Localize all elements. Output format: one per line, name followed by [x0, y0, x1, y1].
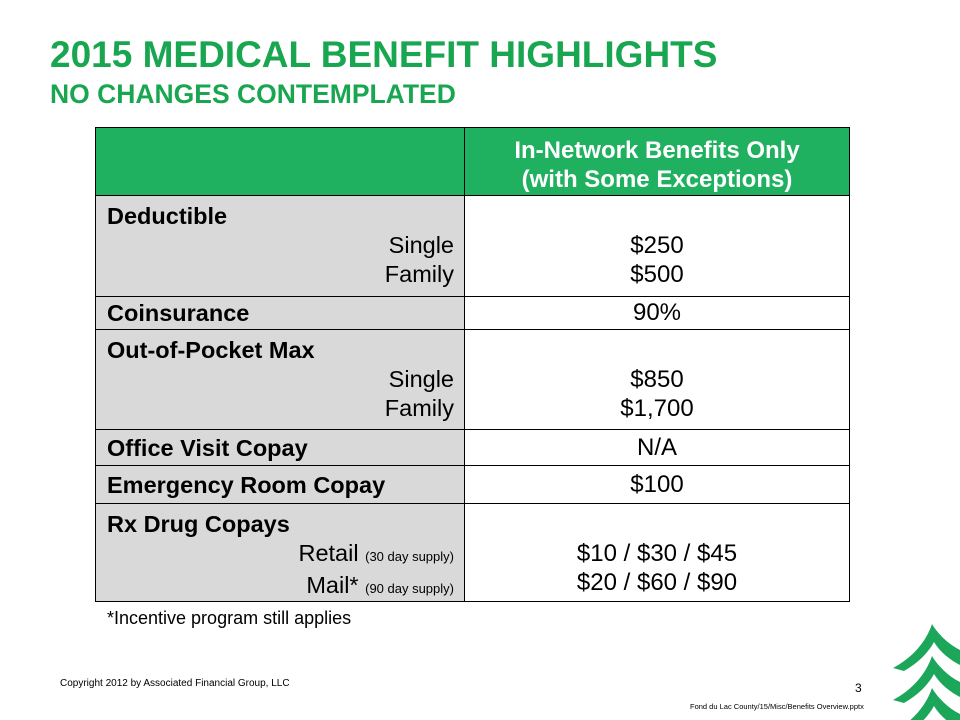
- row-label: Coinsurance: [107, 300, 250, 326]
- subline-label: Mail*: [306, 572, 359, 598]
- subline-label: Family: [384, 395, 454, 421]
- row-label: Rx Drug Copays: [107, 511, 290, 537]
- row-oop-max-label-cell: Out-of-Pocket Max Single Family: [96, 330, 465, 430]
- logo-tier-bottom: [910, 688, 960, 720]
- subline-label: Single: [388, 366, 454, 392]
- subline-retail: Retail (30 day supply): [96, 539, 464, 571]
- logo-tier-middle: [893, 656, 960, 703]
- subline-value: $1,700: [620, 395, 694, 422]
- header-subtitle-line: (with Some Exceptions): [521, 165, 793, 193]
- file-path-text: Fond du Lac County/15/Misc/Benefits Over…: [690, 702, 864, 711]
- slide-title: 2015 MEDICAL BENEFIT HIGHLIGHTS: [50, 34, 718, 75]
- logo-tier-top: [893, 624, 960, 671]
- row-oop-max-value-cell: $850 $1,700: [465, 330, 850, 430]
- row-deductible-label-cell: Deductible Single Family: [96, 196, 465, 297]
- row-deductible-value-cell: $250 $500: [465, 196, 850, 297]
- page-number: 3: [855, 681, 862, 695]
- benefits-table: In-Network Benefits Only (with Some Exce…: [95, 127, 850, 602]
- header-empty-cell: [96, 128, 465, 196]
- subline-value: $10 / $30 / $45: [576, 540, 738, 567]
- row-coinsurance-label-cell: Coinsurance: [96, 297, 465, 330]
- row-value: $100: [630, 470, 684, 498]
- subline-value: $850: [630, 366, 684, 393]
- row-office-visit-label-cell: Office Visit Copay: [96, 430, 465, 466]
- row-office-visit-value-cell: N/A: [465, 430, 850, 466]
- copyright-text: Copyright 2012 by Associated Financial G…: [60, 678, 290, 689]
- row-value: 90%: [632, 299, 682, 326]
- subline-value: $250: [630, 232, 684, 259]
- subline-label: Retail: [298, 540, 359, 566]
- row-emergency-room-value-cell: $100: [465, 466, 850, 504]
- subline-note: (90 day supply): [365, 581, 454, 596]
- slide-subtitle: NO CHANGES CONTEMPLATED: [50, 79, 456, 109]
- row-rx-label-cell: Rx Drug Copays Retail (30 day supply) Ma…: [96, 504, 465, 602]
- header-in-network-cell: In-Network Benefits Only (with Some Exce…: [465, 128, 850, 196]
- spacer: [465, 202, 849, 231]
- footnote: *Incentive program still applies: [107, 608, 352, 628]
- row-coinsurance-value-cell: 90%: [465, 297, 850, 330]
- subline-label: Single: [388, 232, 454, 258]
- row-label: Office Visit Copay: [107, 434, 308, 461]
- subline-value: $20 / $60 / $90: [576, 569, 738, 596]
- subline-label: Family: [384, 261, 454, 287]
- spacer: [465, 510, 849, 539]
- associated-tree-logo-icon: [893, 624, 960, 720]
- row-value: N/A: [636, 433, 677, 461]
- header-title-line: In-Network Benefits Only: [514, 136, 800, 164]
- row-rx-value-cell: $10 / $30 / $45 $20 / $60 / $90: [465, 504, 850, 602]
- subline-value: $500: [630, 261, 684, 288]
- spacer: [465, 336, 849, 365]
- subline-mail: Mail* (90 day supply): [96, 571, 464, 601]
- subline-note: (30 day supply): [365, 549, 454, 564]
- row-label: Emergency Room Copay: [107, 471, 386, 498]
- row-label: Out-of-Pocket Max: [107, 337, 315, 363]
- row-label: Deductible: [107, 203, 228, 229]
- row-emergency-room-label-cell: Emergency Room Copay: [96, 466, 465, 504]
